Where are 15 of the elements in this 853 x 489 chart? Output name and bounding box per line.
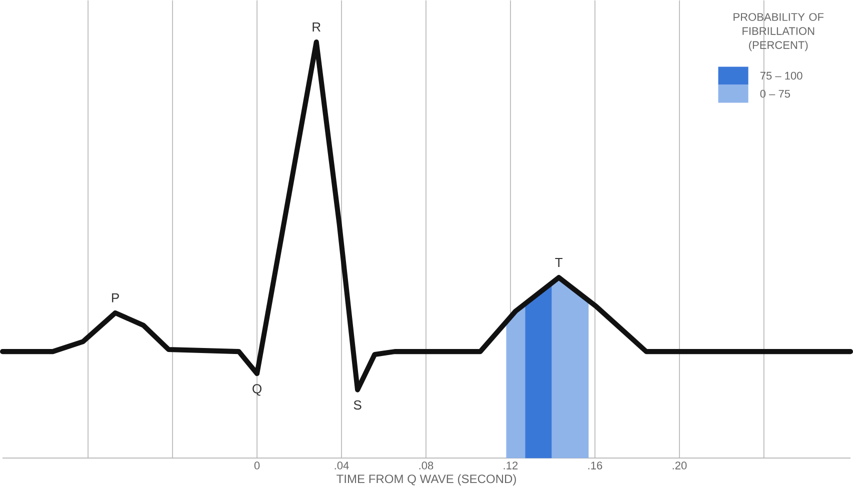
legend-label: 75 – 100 (760, 72, 802, 80)
x-axis-title: TIME FROM Q WAVE (SECOND) (336, 474, 516, 486)
x-tick-label: .20 (672, 462, 687, 470)
annotation: Q (252, 384, 262, 396)
x-tick-label: 0 (254, 462, 260, 470)
annotation: R (312, 22, 320, 32)
x-tick-label: .16 (588, 462, 602, 470)
legend-label: 0 – 75 (760, 90, 790, 98)
x-tick-label: .08 (419, 462, 434, 470)
x-tick-label: .12 (504, 462, 518, 470)
x-tick-label: .04 (334, 462, 349, 470)
annotation: T (555, 258, 562, 268)
annotation: S (354, 400, 362, 410)
annotation: P (112, 293, 119, 302)
legend-title: PROBABILITY OF FIBRILLATION (PERCENT) (734, 13, 824, 52)
